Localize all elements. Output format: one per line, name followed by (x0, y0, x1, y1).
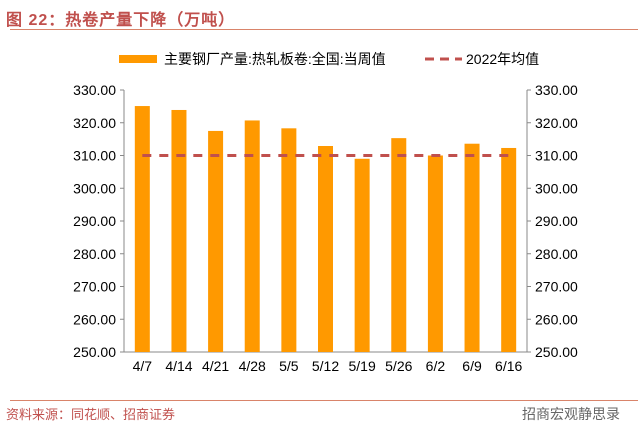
bar (244, 120, 260, 353)
bar (354, 158, 370, 352)
x-tick-label: 6/9 (462, 358, 482, 374)
y2-tick-label: 250.00 (535, 344, 578, 360)
y-tick-label: 310.00 (73, 148, 116, 164)
title-divider (10, 29, 638, 30)
x-tick-label: 5/26 (385, 358, 412, 374)
y-tick-label: 270.00 (73, 279, 116, 295)
x-tick-label: 4/28 (239, 358, 266, 374)
x-tick-label: 5/12 (312, 358, 339, 374)
y-tick-label: 280.00 (73, 246, 116, 262)
y2-tick-label: 260.00 (535, 311, 578, 327)
bar (208, 130, 224, 352)
x-tick-label: 4/7 (133, 358, 153, 374)
x-tick-label: 5/19 (349, 358, 376, 374)
y-tick-label: 320.00 (73, 115, 116, 131)
x-tick-label: 4/14 (165, 358, 192, 374)
chart-title: 图 22：热卷产量下降（万吨） (6, 12, 236, 29)
bar (318, 146, 333, 352)
chart: 250.00 250.00 260.00 260.00 270.00 270.00 280.… (73, 51, 578, 374)
legend-swatch-bar (119, 55, 157, 63)
watermark: 招商宏观静思录 (522, 406, 620, 422)
bar (171, 109, 187, 352)
y2-tick-label: 310.00 (535, 148, 578, 164)
y-tick-label: 260.00 (73, 311, 116, 327)
x-tick-label: 4/21 (202, 358, 229, 374)
x-tick-label: 6/2 (426, 358, 446, 374)
y-tick-label: 300.00 (73, 180, 116, 196)
y-tick-label: 250.00 (73, 344, 116, 360)
y2-tick-label: 280.00 (535, 246, 578, 262)
x-tick-label: 6/16 (495, 358, 522, 374)
y2-tick-label: 300.00 (535, 180, 578, 196)
bar (281, 128, 297, 352)
y2-tick-label: 320.00 (535, 115, 578, 131)
source-note: 资料来源：同花顺、招商证券 (6, 407, 176, 422)
legend-label-bar: 主要钢厂产量:热轧板卷:全国:当周值 (164, 51, 386, 67)
bar (464, 143, 480, 352)
bar (427, 155, 443, 352)
footer-divider (10, 400, 638, 401)
bar (501, 147, 517, 352)
y-tick-label: 330.00 (73, 82, 116, 98)
y2-tick-label: 270.00 (535, 279, 578, 295)
x-tick-label: 5/5 (279, 358, 299, 374)
bar (391, 138, 407, 352)
y-tick-label: 290.00 (73, 213, 116, 229)
legend-label-line: 2022年均值 (466, 51, 539, 67)
y2-tick-label: 290.00 (535, 213, 578, 229)
y2-tick-label: 330.00 (535, 82, 578, 98)
bar (134, 106, 150, 352)
